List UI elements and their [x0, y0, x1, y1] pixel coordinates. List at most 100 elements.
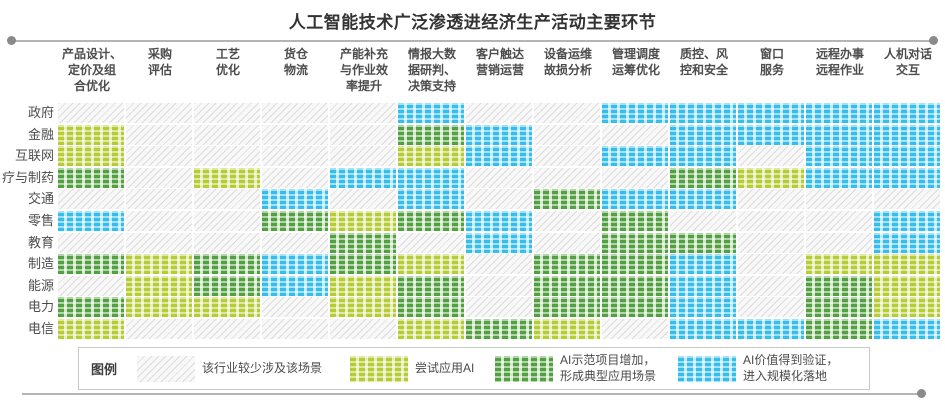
- matrix-cell-none: [194, 232, 260, 253]
- column-header-13: 人机对话 交互: [883, 47, 932, 77]
- column-header-2: 采购 评估: [147, 47, 172, 77]
- matrix-cell-none: [58, 232, 124, 253]
- column-header-11: 窗口 服务: [759, 47, 784, 77]
- matrix-cell-none: [534, 124, 600, 145]
- matrix-cell-demo: [670, 167, 736, 188]
- matrix-cell-scale: [58, 210, 124, 231]
- matrix-cell-scale: [670, 297, 736, 318]
- matrix-cell-demo: [534, 189, 600, 210]
- matrix-cell-demo: [534, 297, 600, 318]
- matrix-cell-scale: [874, 210, 940, 231]
- matrix-cell-trial: [398, 254, 464, 275]
- matrix-cell-scale: [330, 167, 396, 188]
- matrix-cell-scale: [738, 103, 804, 123]
- matrix-cell-scale: [398, 167, 464, 188]
- bottom-divider-line: [22, 393, 923, 395]
- matrix-cell-demo: [262, 210, 328, 231]
- legend-swatch-scale: [678, 355, 737, 382]
- matrix-cell-none: [602, 124, 668, 145]
- matrix-cell-demo: [670, 232, 736, 253]
- matrix-cell-demo: [806, 318, 872, 339]
- matrix-cell-none: [534, 210, 600, 231]
- matrix-cell-scale: [670, 124, 736, 145]
- matrix-cell-demo: [602, 275, 668, 296]
- matrix-cell-scale: [670, 146, 736, 167]
- matrix-cell-none: [738, 232, 804, 253]
- matrix-cell-demo: [398, 275, 464, 296]
- matrix-cell-scale: [806, 124, 872, 145]
- matrix-cell-demo: [806, 275, 872, 296]
- matrix-cell-none: [738, 189, 804, 210]
- matrix-cell-none: [262, 124, 328, 145]
- legend-swatch-none: [137, 355, 196, 382]
- matrix-cell-none: [126, 210, 192, 231]
- matrix-cell-trial: [126, 297, 192, 318]
- matrix-cell-scale: [602, 146, 668, 167]
- chart-title: 人工智能技术广泛渗透进经济生产活动主要环节: [288, 13, 657, 32]
- matrix-cell-demo: [58, 297, 124, 318]
- matrix-cell-trial: [398, 146, 464, 167]
- matrix-cell-scale: [670, 275, 736, 296]
- column-header-4: 货仓 物流: [283, 47, 308, 77]
- matrix-cell-scale: [874, 146, 940, 167]
- matrix-cell-scale: [806, 146, 872, 167]
- heatmap-row-零售: 零售: [0, 210, 945, 231]
- matrix-cell-scale: [466, 146, 532, 167]
- matrix-cell-trial: [738, 167, 804, 188]
- matrix-cell-scale: [262, 189, 328, 210]
- matrix-cell-trial: [126, 254, 192, 275]
- matrix-cell-scale: [738, 124, 804, 145]
- column-headers: 产品设计、 定价及组 合优化 采购 评估 工艺 优化 货仓 物流 产能补充 与作业效 率…: [58, 47, 942, 94]
- matrix-cell-none: [126, 189, 192, 210]
- heatmap-row-制造: 制造: [0, 254, 945, 275]
- matrix-cell-demo: [194, 254, 260, 275]
- matrix-cell-none: [126, 103, 192, 123]
- column-header-1: 产品设计、 定价及组 合优化: [61, 47, 122, 93]
- matrix-cell-none: [874, 189, 940, 210]
- matrix-cell-scale: [806, 103, 872, 123]
- matrix-cell-none: [58, 189, 124, 210]
- row-label: 教育: [27, 234, 54, 250]
- matrix-cell-none: [126, 167, 192, 188]
- matrix-cell-scale: [670, 254, 736, 275]
- matrix-cell-demo: [602, 254, 668, 275]
- matrix-cell-none: [806, 210, 872, 231]
- matrix-cell-demo: [330, 232, 396, 253]
- matrix-cell-none: [126, 124, 192, 145]
- matrix-cell-none: [670, 210, 736, 231]
- matrix-cell-trial: [126, 275, 192, 296]
- legend-item-trial: 尝试应用AI: [350, 355, 481, 382]
- matrix-cell-demo: [534, 254, 600, 275]
- heatmap-row-疗与制药: 疗与制药: [0, 167, 945, 188]
- column-header-6: 情报大数 据研判、 决策支持: [407, 47, 456, 93]
- matrix-cell-demo: [602, 232, 668, 253]
- matrix-cell-demo: [330, 254, 396, 275]
- matrix-cell-demo: [602, 210, 668, 231]
- matrix-cell-trial: [874, 297, 940, 318]
- row-label: 电力: [27, 299, 54, 315]
- legend: 图例 该行业较少涉及该场景 尝试应用AI AI示范项目增加，形成典型应用场景 AI价值…: [78, 347, 870, 390]
- matrix-cell-none: [126, 146, 192, 167]
- matrix-cell-trial: [806, 254, 872, 275]
- matrix-cell-none: [126, 318, 192, 339]
- top-divider-line: [12, 40, 933, 42]
- matrix-cell-none: [194, 146, 260, 167]
- matrix-cell-none: [534, 103, 600, 123]
- matrix-cell-none: [738, 297, 804, 318]
- matrix-cell-demo: [398, 297, 464, 318]
- heatmap-row-电信: 电信: [0, 318, 945, 339]
- legend-swatch-demo: [495, 355, 554, 382]
- heatmap-row-交通: 交通: [0, 189, 945, 210]
- matrix-cell-none: [194, 124, 260, 145]
- matrix-cell-none: [194, 318, 260, 339]
- legend-item-label: AI价值得到验证，进入规模化落地: [743, 352, 839, 383]
- matrix-cell-demo: [398, 210, 464, 231]
- matrix-cell-scale: [670, 103, 736, 123]
- matrix-cell-scale: [874, 232, 940, 253]
- row-label: 互联网: [14, 148, 54, 164]
- matrix-cell-scale: [602, 189, 668, 210]
- column-header-7: 客户触达 营销运营: [475, 47, 524, 77]
- matrix-cell-demo: [194, 275, 260, 296]
- matrix-cell-none: [262, 297, 328, 318]
